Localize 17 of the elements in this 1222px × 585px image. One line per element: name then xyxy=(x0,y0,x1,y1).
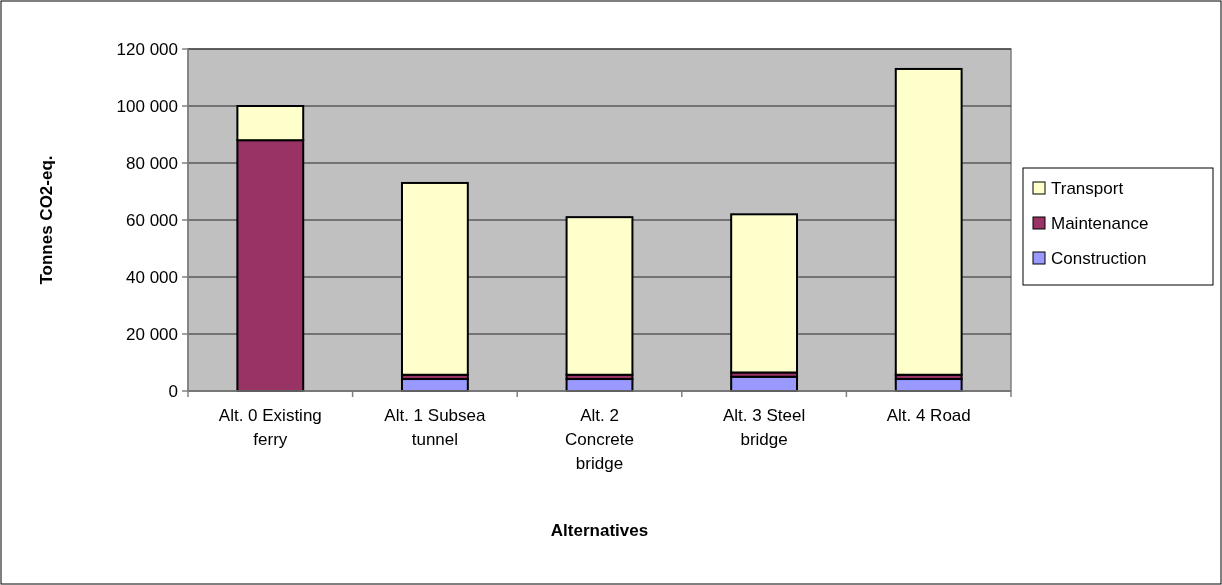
x-tick-label: Alt. 2 Concrete bridge xyxy=(565,406,634,473)
x-tick-label: Alt. 3 Steel bridge xyxy=(722,406,806,449)
x-tick-label: Alt. 1 Subsea tunnel xyxy=(384,406,486,449)
y-tick-label: 120 000 xyxy=(116,39,178,59)
x-tick-label: Alt. 4 Road xyxy=(886,406,971,425)
legend-label: Construction xyxy=(1051,248,1147,268)
x-tick-label: Alt. 0 Existing ferry xyxy=(218,406,322,449)
y-axis-title: Tonnes CO2-eq. xyxy=(37,155,56,285)
y-tick-label: 100 000 xyxy=(116,96,178,116)
y-tick-label: 40 000 xyxy=(126,267,178,287)
x-axis-title: Alternatives xyxy=(550,521,649,540)
legend-label: Maintenance xyxy=(1051,213,1149,233)
y-tick-label: 0 xyxy=(168,381,178,401)
y-tick-label: 60 000 xyxy=(126,210,178,230)
legend-label: Transport xyxy=(1051,178,1124,198)
y-tick-label: 80 000 xyxy=(126,153,178,173)
y-tick-label: 20 000 xyxy=(126,324,178,344)
